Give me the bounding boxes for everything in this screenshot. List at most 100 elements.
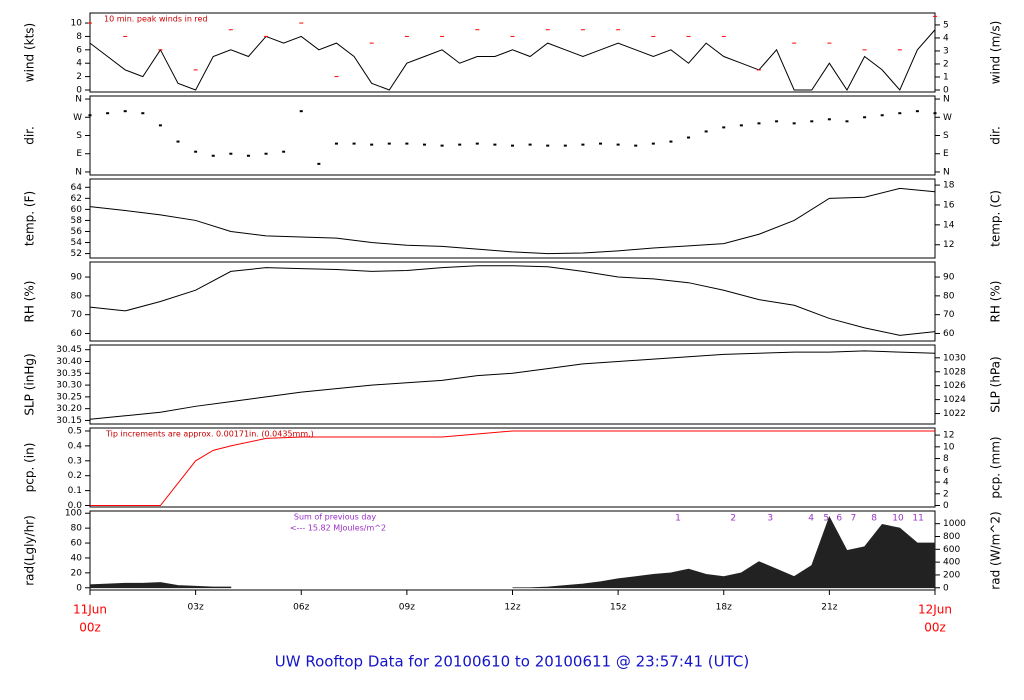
panel-frame xyxy=(89,95,936,176)
y-tick-label: 30.30 xyxy=(56,381,82,391)
dir-point xyxy=(915,110,919,113)
dir-point xyxy=(493,143,497,146)
x-tick-label: 06z xyxy=(293,603,309,613)
x-tick-label: 03z xyxy=(188,603,204,613)
y2-tick-label: E xyxy=(943,149,949,159)
dir-point xyxy=(246,154,250,157)
y-tick-label: 60 xyxy=(71,539,83,549)
y2-tick-label: 16 xyxy=(943,200,955,210)
y-tick-label: 52 xyxy=(71,249,82,259)
y2-axis-label: dir. xyxy=(989,126,1003,145)
data-line xyxy=(89,350,936,420)
x-tick-label: 18z xyxy=(716,603,732,613)
hour-marker: 4 xyxy=(808,514,814,524)
dir-point xyxy=(880,114,884,117)
y2-tick-label: 8 xyxy=(943,454,949,464)
y-tick-label: 56 xyxy=(71,227,83,237)
dir-point xyxy=(317,162,321,165)
y-tick-label: 0.4 xyxy=(68,441,83,451)
data-line xyxy=(89,187,936,255)
dir-point xyxy=(458,143,462,146)
dir-point xyxy=(792,122,796,125)
data-line xyxy=(89,265,936,336)
y-tick-label: 0.3 xyxy=(68,456,82,466)
y2-tick-label: 600 xyxy=(943,545,960,555)
hour-marker: 8 xyxy=(871,514,877,524)
x-tick-label: 12z xyxy=(504,603,520,613)
data-line xyxy=(89,29,936,91)
y2-axis-label: RH (%) xyxy=(989,281,1003,323)
hour-marker: 1 xyxy=(675,514,681,524)
y-tick-label: 62 xyxy=(71,194,82,204)
hour-marker: 3 xyxy=(767,514,773,524)
y-tick-label: E xyxy=(76,149,82,159)
y-tick-label: 30.40 xyxy=(56,357,82,367)
y-tick-label: 0.0 xyxy=(68,501,83,511)
y-tick-label: N xyxy=(75,95,82,105)
dir-point xyxy=(229,152,233,155)
dir-point xyxy=(528,143,532,146)
dir-point xyxy=(827,118,831,121)
y2-tick-label: 4 xyxy=(943,33,949,43)
y2-tick-label: W xyxy=(943,113,952,123)
y-tick-label: 0.1 xyxy=(68,486,82,496)
y2-tick-label: 1 xyxy=(943,72,949,82)
end-date: 12Jun xyxy=(918,603,952,617)
dir-point xyxy=(123,110,127,113)
dir-point xyxy=(933,112,937,115)
y-tick-label: 6 xyxy=(76,45,82,55)
annotation: <--- 15.82 MJoules/m^2 xyxy=(290,524,386,533)
dir-point xyxy=(299,110,303,113)
y-axis-label: pcp. (in) xyxy=(23,443,37,493)
y2-tick-label: 1024 xyxy=(943,395,966,405)
dir-point xyxy=(176,140,180,143)
y2-tick-label: 400 xyxy=(943,558,960,568)
dir-point xyxy=(370,143,374,146)
x-tick-label: 00z xyxy=(924,621,946,635)
dir-point xyxy=(581,143,585,146)
y-tick-label: 30.15 xyxy=(56,416,82,426)
y-tick-label: 0.2 xyxy=(68,471,82,481)
hour-marker: 6 xyxy=(836,514,842,524)
hour-marker: 7 xyxy=(850,514,856,524)
y-tick-label: N xyxy=(75,167,82,177)
y2-axis-label: rad (W/m^2) xyxy=(989,511,1003,589)
dir-point xyxy=(669,140,673,143)
y2-tick-label: 0 xyxy=(943,583,949,593)
y-tick-label: S xyxy=(76,131,82,141)
hour-marker: 11 xyxy=(912,514,923,524)
dir-point xyxy=(264,152,268,155)
y2-tick-label: 800 xyxy=(943,532,960,542)
dir-point xyxy=(722,126,726,129)
dir-point xyxy=(194,150,198,153)
y2-tick-label: 12 xyxy=(943,431,954,441)
dir-point xyxy=(810,120,814,123)
dir-point xyxy=(158,124,162,127)
y2-axis-label: wind (m/s) xyxy=(989,21,1003,85)
y2-tick-label: 0 xyxy=(943,85,949,95)
y2-tick-label: 5 xyxy=(943,20,949,30)
data-line xyxy=(90,430,935,507)
y2-tick-label: 60 xyxy=(943,329,955,339)
y-tick-label: 40 xyxy=(71,553,83,563)
dir-point xyxy=(775,120,779,123)
dir-point xyxy=(334,142,338,145)
dir-point xyxy=(634,144,638,147)
y2-tick-label: N xyxy=(943,167,950,177)
y-tick-label: 20 xyxy=(71,568,83,578)
y2-tick-label: 10 xyxy=(943,442,955,452)
x-tick-label: 09z xyxy=(399,603,415,613)
dir-point xyxy=(211,154,215,157)
dir-point xyxy=(546,144,550,147)
y2-tick-label: 14 xyxy=(943,220,955,230)
y2-tick-label: 1028 xyxy=(943,367,966,377)
dir-point xyxy=(898,112,902,115)
y2-axis-label: temp. (C) xyxy=(989,190,1003,247)
hour-marker: 5 xyxy=(823,514,829,524)
panel-frame xyxy=(89,261,936,342)
y-axis-label: RH (%) xyxy=(23,281,37,323)
y-axis-label: rad(Lgly/hr) xyxy=(23,515,37,586)
y2-tick-label: 1000 xyxy=(943,519,966,529)
y-tick-label: 30.35 xyxy=(56,369,82,379)
